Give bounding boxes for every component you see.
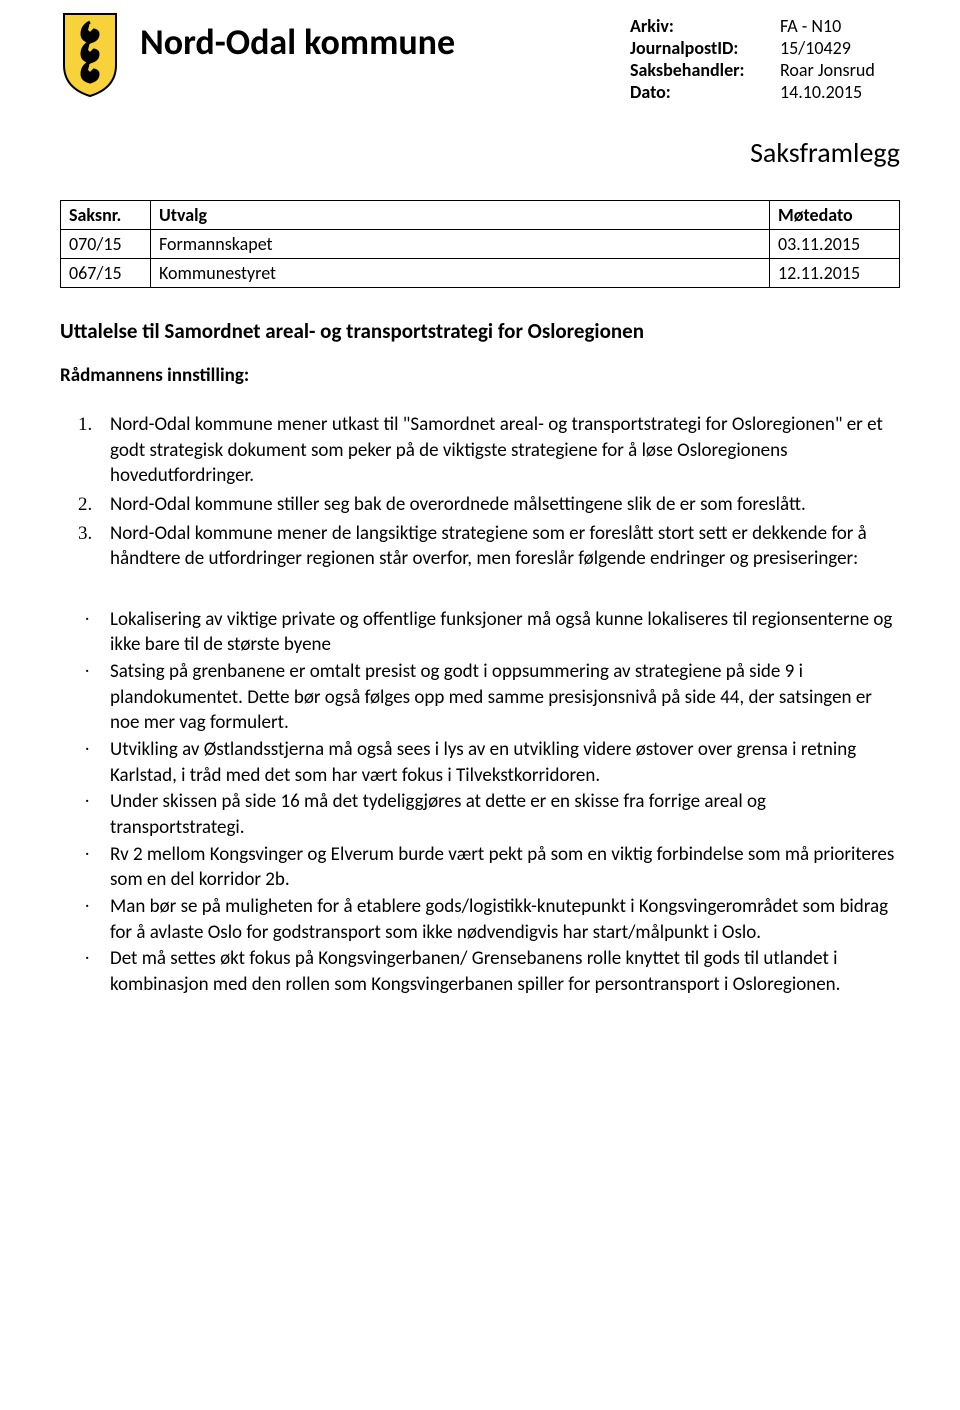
list-item: 1. Nord-Odal kommune mener utkast til "S… bbox=[60, 412, 900, 489]
table-cell-utvalg: Kommunestyret bbox=[151, 259, 770, 288]
list-text: Nord-Odal kommune stiller seg bak de ove… bbox=[110, 492, 900, 518]
list-text: Nord-Odal kommune mener de langsiktige s… bbox=[110, 521, 900, 572]
subsection-title: Rådmannens innstilling: bbox=[60, 364, 900, 387]
list-text: Nord-Odal kommune mener utkast til "Samo… bbox=[110, 412, 900, 489]
list-number: 1. bbox=[60, 412, 110, 489]
bullet-text: Utvikling av Østlandsstjerna må også see… bbox=[110, 737, 900, 788]
list-item: · Utvikling av Østlandsstjerna må også s… bbox=[60, 737, 900, 788]
meta-label-saksbehandler: Saksbehandler: bbox=[630, 59, 780, 81]
document-header: Nord-Odal kommune Arkiv: FA - N10 Journa… bbox=[60, 10, 900, 105]
bullet-text: Det må settes økt fokus på Kongsvingerba… bbox=[110, 946, 900, 997]
bullet-marker: · bbox=[60, 789, 110, 840]
numbered-list: 1. Nord-Odal kommune mener utkast til "S… bbox=[60, 412, 900, 572]
document-meta: Arkiv: FA - N10 JournalpostID: 15/10429 … bbox=[630, 15, 900, 103]
bullet-list: · Lokalisering av viktige private og off… bbox=[60, 607, 900, 998]
meta-label-dato: Dato: bbox=[630, 81, 780, 103]
table-header-row: Saksnr. Utvalg Møtedato bbox=[61, 201, 900, 230]
list-item: · Rv 2 mellom Kongsvinger og Elverum bur… bbox=[60, 842, 900, 893]
bullet-marker: · bbox=[60, 842, 110, 893]
list-number: 3. bbox=[60, 521, 110, 572]
meta-value-arkiv: FA - N10 bbox=[780, 15, 900, 37]
table-cell-dato: 03.11.2015 bbox=[770, 230, 900, 259]
case-table: Saksnr. Utvalg Møtedato 070/15 Formannsk… bbox=[60, 200, 900, 288]
section-title: Uttalelse til Samordnet areal- og transp… bbox=[60, 318, 900, 344]
bullet-text: Lokalisering av viktige private og offen… bbox=[110, 607, 900, 658]
bullet-text: Under skissen på side 16 må det tydeligg… bbox=[110, 789, 900, 840]
organization-name: Nord-Odal kommune bbox=[140, 20, 610, 64]
bullet-marker: · bbox=[60, 607, 110, 658]
meta-row: Dato: 14.10.2015 bbox=[630, 81, 900, 103]
list-item: · Lokalisering av viktige private og off… bbox=[60, 607, 900, 658]
list-item: 3. Nord-Odal kommune mener de langsiktig… bbox=[60, 521, 900, 572]
meta-row: Saksbehandler: Roar Jonsrud bbox=[630, 59, 900, 81]
table-header-saksnr: Saksnr. bbox=[61, 201, 151, 230]
meta-row: Arkiv: FA - N10 bbox=[630, 15, 900, 37]
bullet-text: Rv 2 mellom Kongsvinger og Elverum burde… bbox=[110, 842, 900, 893]
table-cell-dato: 12.11.2015 bbox=[770, 259, 900, 288]
meta-label-arkiv: Arkiv: bbox=[630, 15, 780, 37]
meta-value-dato: 14.10.2015 bbox=[780, 81, 900, 103]
bullet-marker: · bbox=[60, 737, 110, 788]
table-cell-saksnr: 070/15 bbox=[61, 230, 151, 259]
bullet-marker: · bbox=[60, 894, 110, 945]
list-number: 2. bbox=[60, 492, 110, 518]
document-title: Saksframlegg bbox=[60, 135, 900, 170]
table-row: 067/15 Kommunestyret 12.11.2015 bbox=[61, 259, 900, 288]
table-cell-utvalg: Formannskapet bbox=[151, 230, 770, 259]
list-item: 2. Nord-Odal kommune stiller seg bak de … bbox=[60, 492, 900, 518]
table-header-motedato: Møtedato bbox=[770, 201, 900, 230]
meta-label-journalpost: JournalpostID: bbox=[630, 37, 780, 59]
list-item: · Man bør se på muligheten for å etabler… bbox=[60, 894, 900, 945]
bullet-marker: · bbox=[60, 659, 110, 736]
bullet-text: Man bør se på muligheten for å etablere … bbox=[110, 894, 900, 945]
list-item: · Satsing på grenbanene er omtalt presis… bbox=[60, 659, 900, 736]
municipality-logo bbox=[60, 10, 120, 105]
bullet-marker: · bbox=[60, 946, 110, 997]
meta-value-journalpost: 15/10429 bbox=[780, 37, 900, 59]
meta-row: JournalpostID: 15/10429 bbox=[630, 37, 900, 59]
list-item: · Det må settes økt fokus på Kongsvinger… bbox=[60, 946, 900, 997]
bullet-text: Satsing på grenbanene er omtalt presist … bbox=[110, 659, 900, 736]
list-item: · Under skissen på side 16 må det tydeli… bbox=[60, 789, 900, 840]
table-row: 070/15 Formannskapet 03.11.2015 bbox=[61, 230, 900, 259]
table-cell-saksnr: 067/15 bbox=[61, 259, 151, 288]
table-header-utvalg: Utvalg bbox=[151, 201, 770, 230]
meta-value-saksbehandler: Roar Jonsrud bbox=[780, 59, 900, 81]
